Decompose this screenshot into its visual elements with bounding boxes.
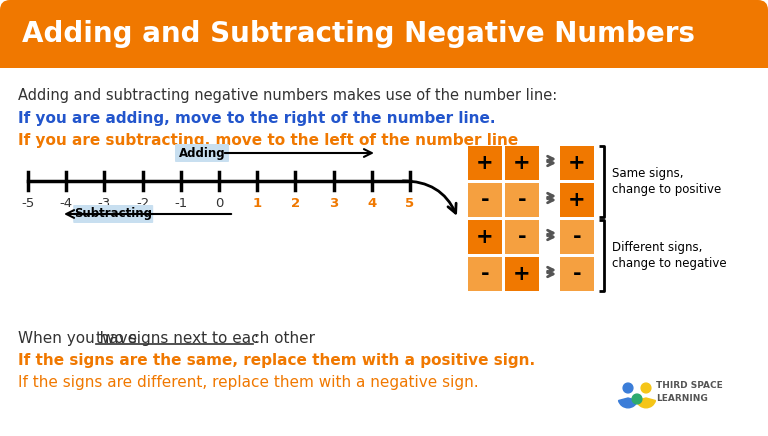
FancyBboxPatch shape [175,144,229,162]
Text: -3: -3 [98,197,111,210]
Text: +: + [568,190,586,210]
Text: Adding and Subtracting Negative Numbers: Adding and Subtracting Negative Numbers [22,20,695,48]
FancyBboxPatch shape [505,220,539,254]
FancyBboxPatch shape [505,183,539,217]
FancyBboxPatch shape [0,34,768,68]
Text: 5: 5 [406,197,415,210]
Text: 4: 4 [367,197,376,210]
Text: -4: -4 [60,197,73,210]
FancyBboxPatch shape [0,0,768,68]
Text: +: + [513,153,531,173]
Text: two signs next to each other: two signs next to each other [97,331,316,346]
Text: THIRD SPACE
LEARNING: THIRD SPACE LEARNING [656,381,723,403]
Text: 0: 0 [215,197,223,210]
Text: -: - [518,190,526,210]
Text: 1: 1 [253,197,262,210]
Text: If you are adding, move to the right of the number line.: If you are adding, move to the right of … [18,111,495,126]
Circle shape [641,383,651,393]
Text: 2: 2 [291,197,300,210]
FancyBboxPatch shape [560,183,594,217]
FancyBboxPatch shape [560,146,594,180]
Text: 3: 3 [329,197,338,210]
Text: Same signs,
change to positive: Same signs, change to positive [612,167,721,197]
Text: -5: -5 [22,197,35,210]
FancyBboxPatch shape [505,257,539,291]
Text: +: + [513,264,531,284]
Text: Adding: Adding [179,146,225,160]
Text: -: - [481,264,489,284]
Text: :: : [253,331,258,346]
Circle shape [632,394,642,404]
Text: +: + [476,227,494,247]
Text: -: - [481,190,489,210]
Text: If you are subtracting, move to the left of the number line: If you are subtracting, move to the left… [18,133,518,148]
Wedge shape [618,398,637,408]
Text: +: + [476,153,494,173]
Text: -2: -2 [136,197,149,210]
Circle shape [623,383,633,393]
Text: Subtracting: Subtracting [74,208,152,221]
FancyBboxPatch shape [468,183,502,217]
FancyBboxPatch shape [468,257,502,291]
FancyBboxPatch shape [560,220,594,254]
Text: Different signs,
change to negative: Different signs, change to negative [612,241,727,270]
FancyBboxPatch shape [468,146,502,180]
Text: -: - [573,227,581,247]
FancyBboxPatch shape [560,257,594,291]
Text: When you have: When you have [18,331,142,346]
Text: +: + [568,153,586,173]
Wedge shape [637,398,655,408]
Text: -: - [573,264,581,284]
Text: -: - [518,227,526,247]
FancyBboxPatch shape [0,66,768,436]
FancyBboxPatch shape [73,205,153,223]
Text: If the signs are the same, replace them with a positive sign.: If the signs are the same, replace them … [18,353,535,368]
Text: If the signs are different, replace them with a negative sign.: If the signs are different, replace them… [18,375,478,390]
FancyBboxPatch shape [505,146,539,180]
Text: Adding and subtracting negative numbers makes use of the number line:: Adding and subtracting negative numbers … [18,88,558,103]
FancyBboxPatch shape [468,220,502,254]
Text: -1: -1 [174,197,187,210]
